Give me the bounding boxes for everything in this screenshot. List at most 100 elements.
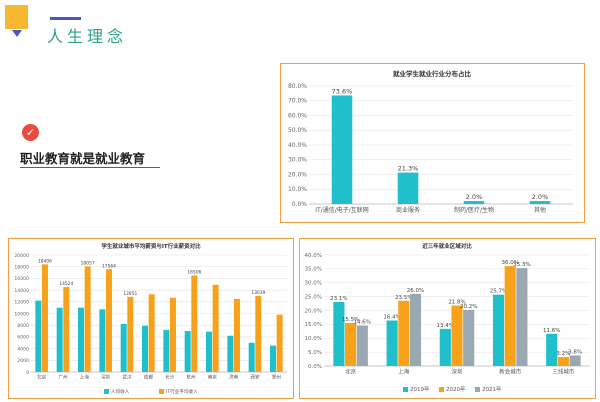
y-tick-label: 4000 — [17, 346, 29, 352]
x-tick-label: 制药/医疗/生物 — [454, 206, 494, 214]
legend-swatch — [439, 387, 444, 392]
x-tick-label: 上海 — [80, 374, 90, 381]
legend-swatch — [475, 387, 480, 392]
x-tick-label: 武汉 — [122, 374, 132, 381]
bar-IT行业平均收入 — [212, 284, 219, 372]
chart-title: 近三年就业区域对比 — [422, 242, 472, 250]
bar-2020年 — [398, 300, 410, 366]
bar-IT行业平均收入 — [191, 275, 198, 372]
data-label: 14524 — [59, 281, 73, 287]
data-label: 16506 — [187, 269, 201, 275]
legend-swatch — [403, 387, 408, 392]
industry-chart: 就业学生就业行业分布占比 0.0% 10.0% 20.0% 30.0% 40.0% 50.… — [288, 69, 573, 214]
bar-IT行业平均收入 — [105, 269, 112, 372]
x-tick-label: 北京 — [345, 368, 357, 376]
x-tick-label: 深圳 — [101, 374, 111, 381]
y-tick-label: 40.0% — [305, 253, 322, 259]
x-tick-label: 广州 — [58, 374, 68, 381]
data-label: 20.2% — [460, 304, 477, 310]
x-tick-label: 商业服务 — [396, 206, 420, 214]
bar-2019年 — [333, 301, 345, 366]
bar-IT行业平均收入 — [169, 297, 176, 372]
salary-chart: 学生就业城市平均薪资与IT行业薪资对比 0 2000 4000 6000 8000 100… — [14, 242, 287, 395]
y-tick-label: 16000 — [14, 276, 29, 282]
y-tick-label: 10000 — [14, 311, 29, 317]
chart-title: 就业学生就业行业分布占比 — [393, 69, 472, 78]
bar-人均收入 — [78, 307, 85, 372]
y-tick-label: 0.0% — [308, 364, 322, 370]
data-label: 18057 — [81, 260, 95, 266]
bar-IT行业平均收入 — [276, 314, 283, 372]
data-label: 13039 — [251, 290, 265, 296]
data-label: 17564 — [102, 263, 116, 269]
bar-2019年 — [492, 294, 505, 366]
bar-2019年 — [386, 320, 398, 366]
data-label: 26.0% — [407, 288, 424, 294]
bar-value — [331, 95, 353, 204]
region-chart: 近三年就业区域对比 0.0% 5.0% 10.0% 15.0% 20.0% 25.0% 30… — [305, 242, 590, 393]
x-tick-label: 三线城市 — [552, 368, 575, 376]
legend-label: 2021年 — [482, 385, 502, 393]
y-tick-label: 30.0% — [288, 157, 307, 164]
y-tick-label: 40.0% — [288, 142, 307, 149]
y-tick-label: 50.0% — [288, 127, 307, 134]
data-label: 12851 — [123, 291, 137, 297]
region-chart-panel: 近三年就业区域对比 0.0% 5.0% 10.0% 15.0% 20.0% 25.0% 30… — [299, 238, 596, 399]
x-tick-label: 其他 — [534, 206, 546, 214]
bar-IT行业平均收入 — [63, 287, 70, 372]
data-label: 14.6% — [354, 319, 371, 325]
bar-IT行业平均收入 — [84, 266, 91, 372]
bar-人均收入 — [120, 324, 127, 372]
point-text: 职业教育就是就业教育 — [20, 151, 146, 166]
x-tick-label: 深圳 — [451, 368, 463, 376]
x-tick-label: 西安 — [250, 374, 260, 381]
y-tick-label: 35.0% — [305, 267, 322, 273]
y-tick-label: 15.0% — [305, 322, 322, 328]
legend-label: 2020年 — [446, 385, 466, 393]
y-tick-label: 14000 — [14, 288, 29, 294]
x-tick-label: 杭州 — [186, 374, 196, 381]
bar-value — [463, 201, 485, 204]
bar-人均收入 — [142, 325, 149, 372]
x-tick-label: 南京 — [208, 374, 218, 381]
x-tick-label: 郑州 — [272, 374, 282, 381]
bar-2021年 — [409, 293, 422, 366]
x-tick-label: 上海 — [398, 368, 410, 376]
y-tick-label: 80.0% — [288, 83, 307, 90]
data-label: 25.7% — [490, 289, 507, 295]
data-label: 23.1% — [330, 296, 347, 302]
y-tick-label: 0 — [26, 370, 29, 376]
industry-chart-panel: 就业学生就业行业分布占比 0.0% 10.0% 20.0% 30.0% 40.0% 50.… — [280, 63, 585, 223]
bar-人均收入 — [206, 331, 213, 372]
legend-label: IT行业平均收入 — [166, 388, 198, 395]
y-tick-label: 12000 — [14, 300, 29, 306]
data-label: 2.0% — [532, 193, 549, 201]
legend-label: 2019年 — [410, 385, 430, 393]
data-label: 13.4% — [437, 323, 454, 329]
legend-label: 人均收入 — [111, 388, 130, 395]
data-label: 35.3% — [513, 262, 530, 268]
y-tick-label: 20000 — [14, 253, 29, 259]
data-label: 3.8% — [568, 349, 582, 355]
check-icon: ✓ — [22, 124, 39, 141]
decor-triangle-icon — [12, 30, 22, 37]
y-tick-label: 18000 — [14, 265, 29, 271]
bar-IT行业平均收入 — [148, 294, 155, 372]
data-label: 15.5% — [342, 317, 359, 323]
bar-IT行业平均收入 — [233, 298, 240, 372]
data-label: 18406 — [38, 258, 52, 264]
data-label: 3.2% — [556, 351, 570, 357]
bar-2021年 — [463, 309, 475, 366]
data-label: 2.0% — [466, 193, 483, 201]
page-title: 人生理念 — [47, 27, 128, 46]
bar-人均收入 — [35, 300, 42, 372]
bar-IT行业平均收入 — [127, 296, 134, 372]
bar-人均收入 — [163, 329, 170, 372]
legend-swatch — [104, 389, 109, 394]
bar-value — [529, 201, 551, 204]
decor-yellow-square — [5, 5, 28, 29]
y-tick-label: 70.0% — [288, 98, 307, 105]
bar-2020年 — [345, 322, 357, 366]
bar-2019年 — [439, 328, 451, 366]
y-tick-label: 8000 — [17, 323, 29, 329]
